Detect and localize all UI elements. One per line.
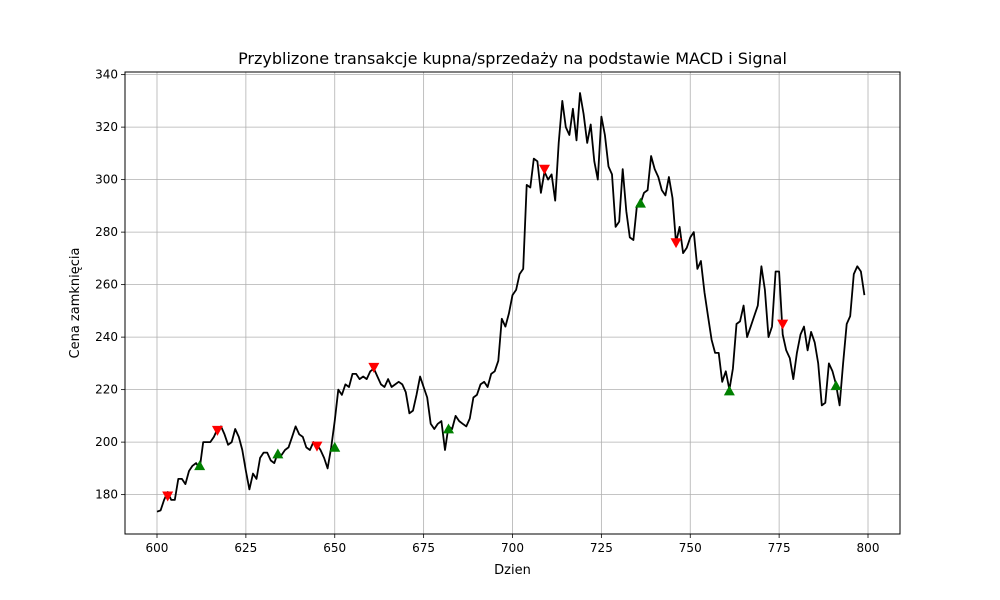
- trade-markers: [162, 164, 842, 502]
- y-tick-label: 180: [95, 488, 118, 502]
- buy-marker: [272, 448, 284, 459]
- y-tick-label: 220: [95, 383, 118, 397]
- y-axis-label: Cena zamknięcia: [68, 248, 83, 359]
- x-axis-label: Dzien: [494, 563, 531, 578]
- chart-title: Przyblizone transakcje kupna/sprzedaży n…: [238, 49, 787, 68]
- price-series: [156, 92, 866, 513]
- sell-marker: [311, 441, 323, 452]
- x-tick-label: 725: [590, 541, 613, 555]
- x-axis-ticks: 600 625 650 675 700 725 750 775 800: [146, 534, 880, 555]
- sell-marker: [538, 164, 550, 175]
- sell-marker: [162, 491, 174, 502]
- y-axis-ticks: 180 200 220 240 260 280 300 320 340: [95, 68, 125, 502]
- buy-marker: [329, 441, 341, 452]
- sell-marker: [777, 319, 789, 330]
- y-tick-label: 320: [95, 120, 118, 134]
- x-tick-label: 675: [412, 541, 435, 555]
- y-tick-label: 240: [95, 330, 118, 344]
- y-tick-label: 340: [95, 68, 118, 82]
- y-tick-label: 300: [95, 173, 118, 187]
- x-tick-label: 625: [234, 541, 257, 555]
- y-tick-label: 260: [95, 278, 118, 292]
- buy-marker: [443, 423, 455, 434]
- grid-lines: [125, 72, 900, 534]
- buy-marker: [830, 380, 842, 391]
- x-tick-label: 800: [857, 541, 880, 555]
- x-tick-label: 650: [323, 541, 346, 555]
- x-tick-label: 750: [679, 541, 702, 555]
- x-tick-label: 775: [768, 541, 791, 555]
- x-tick-label: 700: [501, 541, 524, 555]
- y-tick-label: 200: [95, 435, 118, 449]
- buy-marker: [194, 460, 206, 471]
- y-tick-label: 280: [95, 225, 118, 239]
- x-tick-label: 600: [146, 541, 169, 555]
- sell-marker: [368, 362, 380, 373]
- buy-marker: [723, 385, 735, 396]
- price-line: [156, 92, 866, 513]
- buy-marker: [634, 197, 646, 208]
- sell-marker: [670, 238, 682, 249]
- sell-marker: [211, 425, 223, 436]
